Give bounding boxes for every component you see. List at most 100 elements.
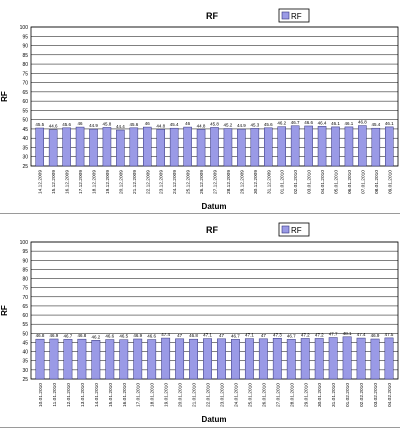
bar (89, 128, 98, 167)
y-tick-label: 95 (22, 34, 28, 40)
data-label: 44.8 (156, 123, 165, 128)
bar (196, 129, 206, 167)
bar (49, 338, 59, 380)
data-label: 47.7 (329, 332, 338, 337)
bar (77, 338, 87, 380)
x-tick-label: 23.12.2009 (159, 170, 165, 194)
legend-label: RF (291, 12, 302, 21)
data-label: 46.8 (189, 333, 198, 338)
x-tick-label: 01.02.2010 (345, 383, 351, 407)
bar (342, 336, 352, 380)
data-label: 47 (219, 333, 225, 338)
bar (217, 338, 226, 380)
x-tick-label: 23.01.2010 (219, 383, 225, 407)
x-tick-label: 08.01.2010 (374, 170, 380, 194)
x-tick-label: 20.01.2010 (178, 383, 184, 407)
bar (356, 337, 366, 380)
bar (344, 126, 354, 167)
data-label: 47 (177, 333, 183, 338)
data-label: 45.6 (62, 122, 71, 127)
bar (223, 128, 233, 167)
data-label: 44.6 (49, 124, 58, 129)
data-label: 48.1 (343, 331, 352, 336)
y-tick-label: 90 (22, 44, 28, 50)
bar (48, 129, 58, 167)
data-label: 46.7 (287, 333, 296, 338)
bar (300, 338, 310, 380)
data-label: 46.6 (105, 334, 114, 339)
rf-chart-2: RF RF 25 30 35 40 45 50 55 60 65 70 75 80 85 90 95 100 RF 4… (0, 222, 399, 424)
bar (250, 128, 260, 167)
legend-swatch (281, 11, 290, 20)
bar (161, 337, 171, 380)
bar (169, 127, 179, 167)
x-tick-label: 21.01.2010 (192, 383, 198, 407)
data-label: 46.6 (147, 334, 156, 339)
y-tick-label: 85 (22, 267, 28, 273)
x-tick-label: 14.01.2010 (94, 383, 100, 407)
y-tick-label: 25 (22, 164, 28, 170)
y-tick-label: 35 (22, 359, 28, 365)
x-tick-label: 12.01.2010 (66, 383, 72, 407)
x-tick-label: 22.01.2010 (206, 383, 212, 407)
bar (317, 126, 327, 167)
x-tick-label: 02.01.2010 (293, 170, 299, 194)
x-tick-label: 24.12.2009 (172, 170, 178, 194)
chart-panel-1: RF RF 25 30 35 40 45 50 55 60 65 70 75 80 85 90 95 100 RF 4… (0, 0, 400, 214)
y-tick-label: 70 (22, 81, 28, 87)
bar (290, 125, 300, 167)
y-tick-label: 30 (22, 368, 28, 374)
data-label: 44.4 (116, 124, 125, 129)
data-label: 47.4 (357, 332, 366, 337)
data-label: 45.6 (129, 122, 138, 127)
bar (129, 127, 139, 167)
data-label: 46 (185, 121, 191, 126)
data-label: 46.4 (318, 120, 327, 125)
bar (272, 338, 282, 380)
data-label: 47.2 (301, 332, 310, 337)
data-label: 44.9 (237, 123, 246, 128)
bar (277, 126, 287, 167)
x-tick-label: 30.12.2009 (253, 170, 259, 194)
bar (258, 338, 268, 380)
x-tick-label: 13.01.2010 (80, 383, 86, 407)
chart-panel-2: RF RF 25 30 35 40 45 50 55 60 65 70 75 80 85 90 95 100 RF 4… (0, 214, 400, 428)
data-label: 46.8 (36, 333, 45, 338)
x-tick-label: 03.01.2010 (307, 170, 313, 194)
y-tick-label: 65 (22, 90, 28, 96)
x-tick-label: 17.12.2009 (78, 170, 84, 194)
bar (175, 338, 185, 380)
y-tick-label: 45 (22, 127, 28, 133)
data-label: 46.9 (133, 333, 142, 338)
x-tick-label: 19.01.2010 (164, 383, 170, 407)
x-tick-label: 24.01.2010 (233, 383, 239, 407)
x-tick-label: 29.01.2010 (303, 383, 309, 407)
y-axis-label: RF (0, 91, 9, 102)
y-tick-label: 100 (20, 240, 29, 246)
data-label: 45.6 (264, 122, 273, 127)
x-axis-label: Datum (202, 202, 227, 211)
x-tick-label: 29.12.2009 (239, 170, 245, 194)
bar (189, 338, 198, 380)
bar (210, 127, 219, 167)
data-label: 46.5 (119, 334, 128, 339)
x-tick-label: 28.12.2009 (226, 170, 232, 194)
bar (183, 126, 192, 167)
data-label: 46.7 (231, 333, 240, 338)
x-tick-label: 18.12.2009 (92, 170, 98, 194)
bar (237, 128, 246, 167)
bar (384, 126, 394, 167)
y-tick-label: 60 (22, 313, 28, 319)
x-tick-label: 28.01.2010 (289, 383, 295, 407)
x-tick-label: 09.01.2010 (387, 170, 393, 194)
x-tick-label: 15.12.2009 (51, 170, 57, 194)
y-tick-label: 80 (22, 62, 28, 68)
x-tick-label: 27.01.2010 (275, 383, 281, 407)
x-tick-label: 17.01.2010 (136, 383, 142, 407)
y-tick-label: 90 (22, 258, 28, 264)
bar (304, 125, 313, 167)
y-tick-label: 45 (22, 340, 28, 346)
bar (286, 339, 296, 380)
bar (384, 337, 394, 380)
data-label: 46.2 (277, 121, 286, 126)
